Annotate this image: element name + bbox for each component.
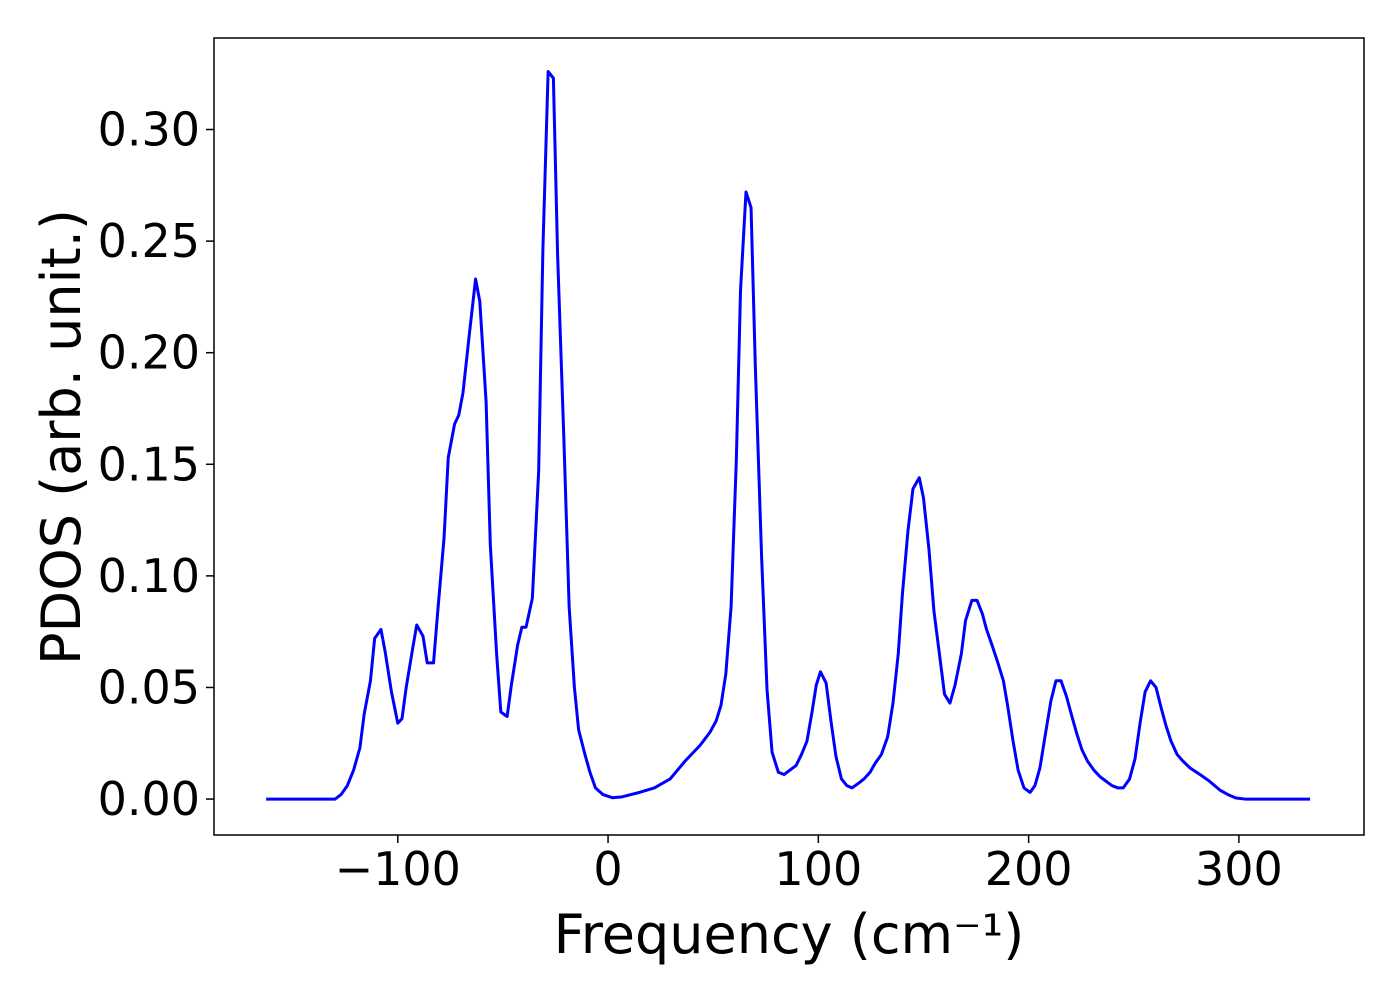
- y-axis-label: PDOS (arb. unit.): [30, 209, 93, 665]
- y-tick-label: 0.25: [98, 214, 200, 268]
- y-tick-label: 0.10: [98, 549, 200, 603]
- y-tick-label: 0.00: [98, 772, 200, 826]
- x-tick-label: 300: [1195, 842, 1283, 896]
- plot-frame: [213, 37, 1365, 836]
- x-tick-label: 200: [985, 842, 1073, 896]
- data-line: [266, 69, 1310, 801]
- y-tick-label: 0.15: [98, 437, 200, 491]
- x-tick-label: −100: [335, 842, 461, 896]
- x-tick-label: 0: [593, 842, 622, 896]
- y-tick-label: 0.05: [98, 660, 200, 714]
- y-tick-label: 0.20: [98, 326, 200, 380]
- y-tick-label: 0.30: [98, 103, 200, 157]
- x-tick-label: 100: [774, 842, 862, 896]
- x-axis-label: Frequency (cm⁻¹): [554, 903, 1025, 966]
